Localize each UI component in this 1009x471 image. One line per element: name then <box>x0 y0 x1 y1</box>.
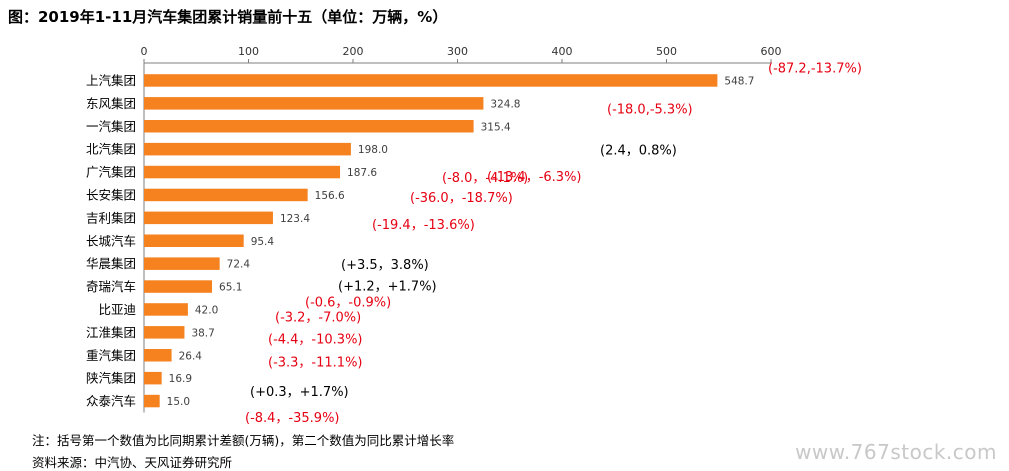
change-annotation: (-8.4，-35.9%) <box>245 411 340 426</box>
bar <box>144 120 474 133</box>
change-annotation: (-0.6，-0.9%) <box>305 296 391 311</box>
bar <box>144 165 341 179</box>
category-label: 吉利集团 <box>86 210 136 225</box>
bar <box>144 303 188 316</box>
category-label: 长城汽车 <box>86 233 136 248</box>
bar <box>144 280 213 293</box>
data-label: 324.8 <box>490 98 520 110</box>
change-annotation: (-13.4，-6.3%) <box>487 170 582 185</box>
data-label: 65.1 <box>219 282 242 294</box>
data-label: 42.0 <box>195 304 218 316</box>
bar <box>144 326 185 339</box>
x-tick-label: 200 <box>343 45 364 58</box>
change-annotation: (+1.2，+1.7%) <box>338 280 437 295</box>
data-label: 26.4 <box>179 350 203 362</box>
x-tick-label: 0 <box>141 45 148 58</box>
category-label: 江淮集团 <box>86 325 136 340</box>
change-annotation: (-3.2，-7.0%) <box>275 310 361 325</box>
chart-title: 图：2019年1-11月汽车集团累计销量前十五（单位：万辆，%） <box>8 8 448 26</box>
data-label: 315.4 <box>481 121 511 133</box>
category-label: 一汽集团 <box>86 119 136 134</box>
source-note: 资料来源：中汽协、天风证券研究所 <box>32 455 233 470</box>
bar <box>144 74 718 87</box>
change-annotation: (-18.0,-5.3%) <box>607 102 693 117</box>
bar <box>144 394 160 408</box>
data-label: 156.6 <box>315 190 345 202</box>
bar <box>144 97 484 110</box>
change-annotation: (-19.4，-13.6%) <box>372 218 475 233</box>
category-label: 比亚迪 <box>98 302 136 317</box>
data-label: 72.4 <box>227 259 251 271</box>
data-label: 187.6 <box>347 167 377 179</box>
category-label: 上汽集团 <box>86 73 136 88</box>
x-tick-label: 100 <box>238 45 259 58</box>
bar <box>144 142 351 156</box>
bar <box>144 257 220 270</box>
category-label: 华晨集团 <box>86 256 136 271</box>
data-label: 198.0 <box>358 144 388 156</box>
x-tick-label: 400 <box>552 45 573 58</box>
data-label: 123.4 <box>280 213 310 225</box>
change-annotation: (2.4，0.8%) <box>600 143 677 158</box>
change-annotation: (+3.5，3.8%) <box>341 258 429 273</box>
change-annotation: (-36.0，-18.7%) <box>410 191 513 206</box>
data-label: 38.7 <box>191 327 214 339</box>
bar <box>144 234 244 247</box>
change-annotation: (-3.3，-11.1%) <box>268 355 363 370</box>
footnote: 注：括号第一个数值为比同期累计差额(万辆)，第二个数值为同比累计增长率 <box>32 433 455 448</box>
category-label: 陕汽集团 <box>86 371 136 386</box>
category-label: 众泰汽车 <box>86 394 136 409</box>
data-label: 16.9 <box>169 373 192 385</box>
category-label: 东风集团 <box>86 96 136 111</box>
bar <box>144 211 273 225</box>
x-tick-label: 300 <box>447 45 468 58</box>
data-label: 548.7 <box>724 75 754 87</box>
watermark: www.767stock.com <box>795 440 997 464</box>
category-label: 重汽集团 <box>86 348 136 363</box>
category-label: 广汽集团 <box>86 165 136 180</box>
category-label: 北汽集团 <box>86 142 136 157</box>
data-label: 15.0 <box>167 396 190 408</box>
change-annotation: (-87.2,-13.7%) <box>768 61 862 76</box>
category-label: 奇瑞汽车 <box>86 279 136 294</box>
bar <box>144 188 308 202</box>
x-tick-label: 600 <box>761 45 782 58</box>
change-annotation: (-8.0，-4.1%) <box>442 171 528 186</box>
x-tick-label: 500 <box>656 45 677 58</box>
data-label: 95.4 <box>251 236 275 248</box>
category-label: 长安集团 <box>86 187 136 202</box>
change-annotation: (-4.4，-10.3%) <box>268 332 363 347</box>
bar <box>144 349 172 362</box>
bar-chart: 0 100 200 300 400 500 600 上汽集团 548.7 (-87.2,-13.7… <box>86 45 862 426</box>
bar <box>144 371 162 385</box>
change-annotation: (+0.3，+1.7%) <box>250 385 349 400</box>
